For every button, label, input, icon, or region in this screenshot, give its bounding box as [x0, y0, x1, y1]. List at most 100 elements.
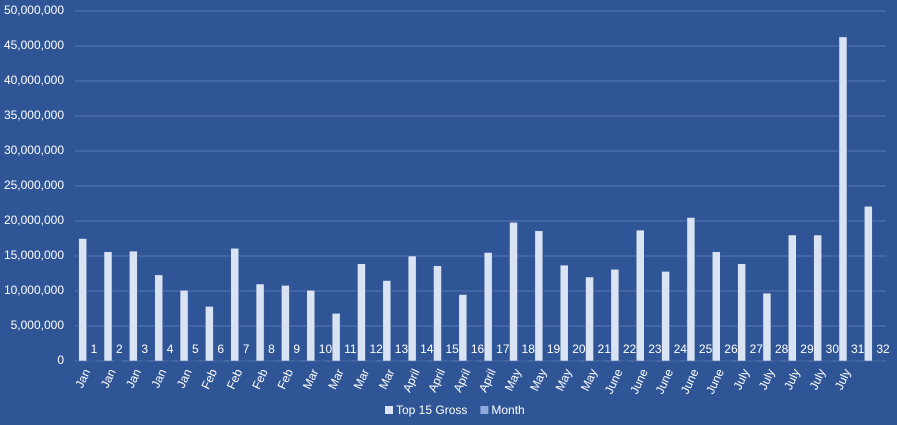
data-label: 20: [572, 342, 586, 356]
bar: [103, 251, 113, 362]
bar: [433, 265, 442, 362]
data-label: 10: [319, 342, 333, 356]
bar: [762, 292, 772, 362]
bar: [331, 313, 341, 362]
bar: [559, 264, 569, 362]
x-tick-label: Jan: [98, 367, 119, 390]
x-tick-label: Feb: [224, 366, 246, 391]
data-label: 28: [775, 342, 789, 356]
x-tick-label: July: [756, 367, 778, 392]
x-tick-label: April: [451, 367, 474, 395]
y-tick-label: 15,000,000: [4, 248, 64, 262]
data-label: 22: [623, 342, 637, 356]
data-label: 4: [167, 342, 174, 356]
data-label: 19: [547, 342, 561, 356]
y-tick-label: 5,000,000: [11, 318, 65, 332]
x-tick-label: Mar: [351, 367, 372, 392]
data-label: 7: [243, 342, 250, 356]
bar: [788, 234, 797, 362]
x-tick-label: May: [553, 367, 575, 393]
x-tick-label: June: [602, 366, 626, 396]
bar: [509, 222, 518, 362]
x-tick-label: June: [678, 366, 702, 396]
bar: [813, 234, 822, 362]
y-tick-label: 35,000,000: [4, 108, 64, 122]
data-label: 27: [750, 342, 764, 356]
data-label: 2: [116, 342, 123, 356]
x-tick-label: June: [703, 366, 727, 396]
x-tick-label: Feb: [199, 366, 221, 391]
bar: [458, 294, 468, 362]
data-label: 5: [192, 342, 199, 356]
bar: [306, 290, 316, 362]
bar: [407, 255, 417, 362]
x-tick-label: July: [807, 367, 829, 392]
data-label: 16: [471, 342, 485, 356]
x-tick-label: Feb: [275, 366, 297, 391]
data-label: 6: [217, 342, 224, 356]
x-tick-label: April: [400, 367, 423, 395]
bar: [610, 269, 620, 362]
data-label: 25: [699, 342, 713, 356]
data-label: 14: [420, 342, 434, 356]
data-label: 12: [369, 342, 383, 356]
bar: [483, 252, 493, 362]
data-label: 3: [141, 342, 148, 356]
x-tick-label: Jan: [72, 367, 93, 390]
data-label: 13: [395, 342, 409, 356]
bar: [154, 274, 163, 362]
bar: [255, 283, 265, 362]
bar: [534, 230, 544, 362]
data-label: 15: [445, 342, 459, 356]
y-tick-label: 50,000,000: [4, 3, 64, 17]
data-label: 21: [598, 342, 612, 356]
bar: [230, 248, 239, 362]
data-label: 29: [800, 342, 814, 356]
data-label: 30: [826, 342, 840, 356]
x-tick-label: June: [652, 366, 676, 396]
data-label: 9: [293, 342, 300, 356]
x-tick-label: Mar: [376, 367, 397, 392]
x-tick-label: July: [781, 367, 803, 392]
legend-label: Month: [491, 403, 524, 417]
bar: [864, 206, 873, 362]
y-tick-label: 0: [57, 353, 64, 367]
data-label: 23: [648, 342, 662, 356]
data-label: 24: [674, 342, 688, 356]
x-tick-label: April: [476, 367, 499, 395]
x-tick-label: Mar: [300, 367, 321, 392]
bar: [382, 280, 392, 362]
x-tick-label: July: [730, 367, 752, 392]
bar: [737, 263, 746, 362]
data-label: 8: [268, 342, 275, 356]
x-tick-label: Jan: [174, 367, 195, 390]
x-tick-label: Mar: [325, 367, 346, 392]
data-label: 18: [522, 342, 536, 356]
data-label: 31: [851, 342, 865, 356]
y-tick-label: 30,000,000: [4, 143, 64, 157]
x-tick-label: June: [627, 366, 651, 396]
y-tick-label: 40,000,000: [4, 73, 64, 87]
x-tick-label: Feb: [249, 366, 271, 391]
bar: [585, 276, 594, 362]
x-tick-label: Jan: [148, 367, 169, 390]
bar: [205, 306, 214, 362]
y-tick-label: 25,000,000: [4, 178, 64, 192]
bar: [281, 285, 290, 362]
bar: [129, 250, 138, 362]
y-tick-label: 45,000,000: [4, 38, 64, 52]
y-tick-label: 10,000,000: [4, 283, 64, 297]
bar: [635, 229, 645, 362]
x-tick-label: July: [832, 367, 854, 392]
legend-swatch: [385, 406, 393, 414]
bar: [838, 36, 848, 362]
bar: [78, 238, 87, 362]
legend-label: Top 15 Gross: [396, 403, 467, 417]
data-label: 26: [724, 342, 738, 356]
x-tick-label: April: [425, 367, 448, 395]
data-label: 11: [344, 342, 357, 356]
data-label: 17: [496, 342, 510, 356]
bar: [686, 217, 696, 362]
legend-swatch: [480, 406, 489, 414]
